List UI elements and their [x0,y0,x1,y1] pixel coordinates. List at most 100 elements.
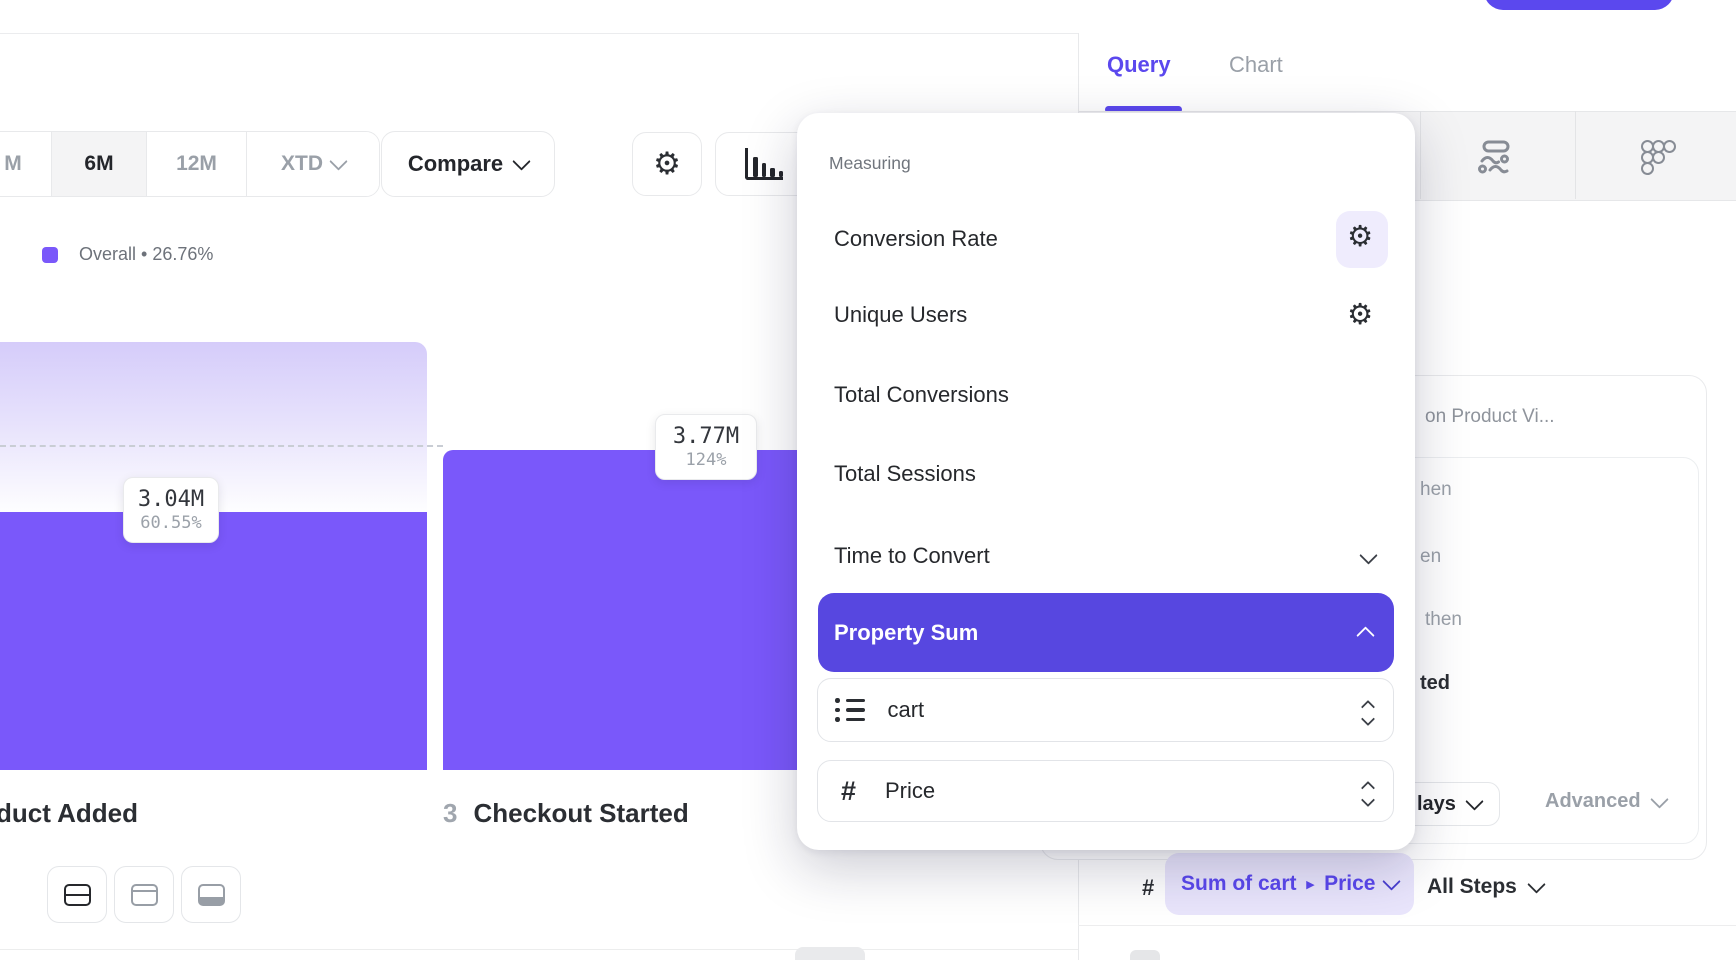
menu-item-total-conversions[interactable]: Total Conversions [834,382,1009,407]
step-fragment-3: then [1425,609,1462,630]
chevron-down-icon [1527,875,1546,894]
compare-label: Compare [407,151,504,176]
chevron-down-icon [1465,792,1484,811]
chart-type-button[interactable] [715,132,813,196]
time-range-3m[interactable]: M [0,132,51,196]
funnel-bar-1[interactable] [0,512,427,770]
query-card-title-fragment: on Product Vi... [1425,406,1555,427]
gear-icon: ⚙ [1347,297,1373,331]
property-event-select[interactable]: cart [817,678,1394,742]
layout-toggle-group [47,866,241,923]
bottom-peek-tab [795,947,865,960]
toolbar-divider [1575,111,1576,199]
primary-action-button[interactable] [1484,0,1674,10]
conversion-rate-settings-button[interactable]: ⚙ [1347,222,1373,251]
flow-view-button[interactable] [1476,139,1512,180]
menu-item-unique-users[interactable]: Unique Users [834,302,968,327]
select-updown-icon [1360,696,1376,727]
tab-chart[interactable]: Chart [1229,52,1283,78]
time-range-6m[interactable]: 6M [51,132,146,196]
panel-bottom-peek [1130,950,1160,960]
chart-bottom-divider [0,949,1078,950]
chart-settings-button[interactable]: ⚙ [632,132,702,196]
legend[interactable]: Overall • 26.76% [42,244,213,265]
chip-prefix: Sum of cart [1181,872,1297,895]
chevron-down-icon [1649,789,1669,809]
time-range-12m-label: 12M [176,152,217,175]
list-icon [835,698,865,722]
sum-of-cart-price-chip[interactable]: Sum of cart ▸ Price [1165,853,1415,915]
step-fragment-1: hen [1420,479,1452,500]
breakdown-view-button[interactable] [1641,140,1676,175]
tab-query[interactable]: Query [1107,52,1171,78]
menu-item-time-to-convert[interactable]: Time to Convert [834,543,990,568]
toolbar-divider [1420,111,1421,199]
property-sum-label: Property Sum [834,619,979,645]
advanced-button[interactable]: Advanced [1545,789,1669,813]
top-bar [0,0,1736,34]
step-2-label-text: Checkout Started [473,798,689,828]
selected-event-value: cart [887,697,925,722]
chip-property: Price [1324,872,1376,895]
time-range-xtd[interactable]: XTD [246,132,379,196]
all-steps-dropdown[interactable]: All Steps [1427,875,1546,899]
time-range-6m-label: 6M [84,152,114,175]
chevron-down-icon [1359,546,1378,565]
chip-arrow-icon: ▸ [1306,876,1315,893]
active-tab-underline [1105,106,1182,113]
legend-swatch [42,246,58,263]
menu-item-conversion-rate[interactable]: Conversion Rate [834,226,998,251]
legend-series-name: Overall [79,244,137,264]
split-rows-icon [63,883,91,906]
selected-property-value: Price [885,778,936,803]
bottom-panel-icon [197,883,225,906]
step-1-value: 3.04M [137,486,205,512]
time-to-convert-expander[interactable] [1359,546,1378,567]
step-fragment-2: en [1420,546,1442,567]
step-2-label: 3 Checkout Started [443,798,689,829]
funnel-value-card-1[interactable]: 3.04M 60.55% [123,477,219,543]
legend-text: Overall • 26.76% [79,244,213,265]
tab-chart-label: Chart [1229,52,1283,77]
layout-top-panel-button[interactable] [114,866,174,923]
chevron-down-icon [1382,872,1402,891]
chevron-up-icon [1356,626,1375,645]
compare-button[interactable]: Compare [381,131,555,197]
numeric-property-icon: # [1142,875,1155,900]
property-name-select[interactable]: # Price [817,760,1394,822]
menu-item-total-sessions[interactable]: Total Sessions [834,461,976,486]
measuring-title: Measuring [829,153,911,173]
all-steps-label: All Steps [1427,875,1517,898]
time-range-3m-label: M [4,152,22,175]
step-2-conversion: 124% [685,450,727,471]
time-range-xtd-label: XTD [281,152,323,175]
step-fragment-4: ted [1420,672,1450,694]
step-1-label: duct Added [0,798,138,829]
time-range-segmented-control: M 6M 12M XTD [0,131,380,197]
chevron-down-icon [512,152,531,171]
step-2-number: 3 [443,798,458,828]
unique-users-settings-button[interactable]: ⚙ [1347,300,1373,329]
gear-button-highlight [1336,211,1388,268]
conversion-reference-dashline [0,445,443,447]
window-label: lays [1417,792,1456,815]
legend-overall-conversion: 26.76% [152,244,214,264]
top-panel-icon [130,883,158,906]
funnel-value-card-2[interactable]: 3.77M 124% [655,414,757,480]
gear-icon: ⚙ [1347,219,1373,253]
flow-icon [1478,140,1510,174]
layout-bottom-panel-button[interactable] [181,866,241,923]
select-updown-icon [1360,777,1376,808]
bar-chart-icon [745,148,783,180]
step-2-value: 3.77M [672,423,740,449]
tab-query-label: Query [1107,52,1171,77]
menu-item-property-sum-selected[interactable]: Property Sum [818,593,1394,672]
step-1-label-text: duct Added [0,798,139,828]
legend-separator: • [141,244,148,264]
step-1-conversion: 60.55% [140,513,202,534]
chevron-down-icon [329,152,348,171]
time-range-12m[interactable]: 12M [146,132,246,196]
layout-split-rows-button[interactable] [47,866,107,923]
gear-icon: ⚙ [653,145,681,182]
